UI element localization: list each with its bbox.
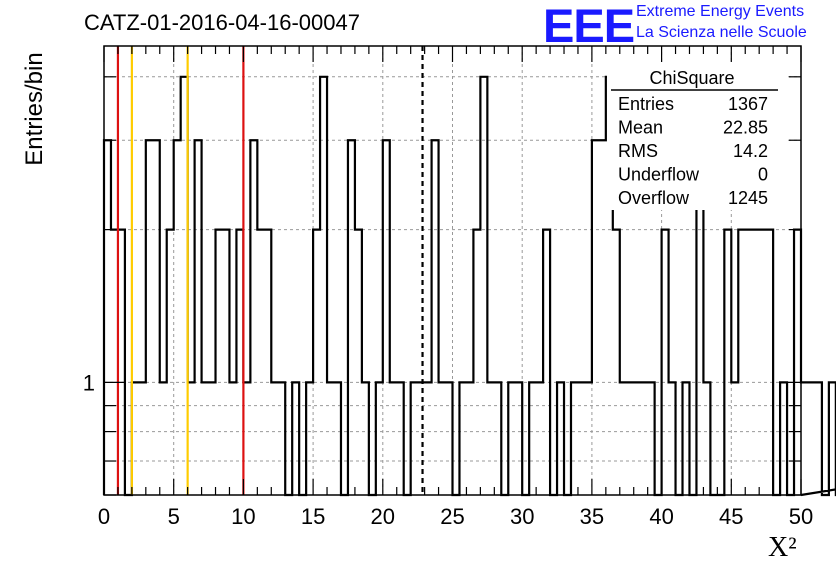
x-tick-label: 20: [371, 504, 395, 529]
x-tick-label: 40: [649, 504, 673, 529]
stats-row-value: 14.2: [733, 141, 768, 161]
eee-logo: EEE: [543, 0, 635, 52]
logo-line-1: Extreme Energy Events: [636, 3, 805, 20]
x-tick-label: 45: [719, 504, 743, 529]
stats-row-label: Underflow: [618, 165, 700, 185]
stats-row-value: 0: [758, 165, 768, 185]
x-tick-label: 0: [98, 504, 110, 529]
stats-row-value: 1245: [728, 188, 768, 208]
y-axis-label: Entries/bin: [21, 52, 48, 166]
stats-row-label: Mean: [618, 118, 663, 138]
stats-row-value: 22.85: [723, 118, 768, 138]
histogram-series: [102, 75, 836, 497]
stats-row-label: Overflow: [618, 188, 690, 208]
x-tick-label: 30: [510, 504, 534, 529]
stats-box-background: [607, 62, 785, 210]
x-tick-label: 15: [301, 504, 325, 529]
stats-row-label: Entries: [618, 94, 674, 114]
stats-row-value: 1367: [728, 94, 768, 114]
logo-line-2: La Scienza nelle Scuole: [636, 24, 807, 41]
x-tick-label: 10: [231, 504, 255, 529]
x-tick-label: 25: [440, 504, 464, 529]
x-tick-label: 35: [580, 504, 604, 529]
x-tick-label: 5: [168, 504, 180, 529]
x-axis-label: X²: [768, 532, 797, 563]
page-title: CATZ-01-2016-04-16-00047: [84, 10, 360, 35]
x-tick-label: 50: [789, 504, 813, 529]
stats-row-label: RMS: [618, 141, 658, 161]
stats-box-title: ChiSquare: [649, 68, 734, 88]
y-tick-label: 1: [83, 370, 95, 395]
